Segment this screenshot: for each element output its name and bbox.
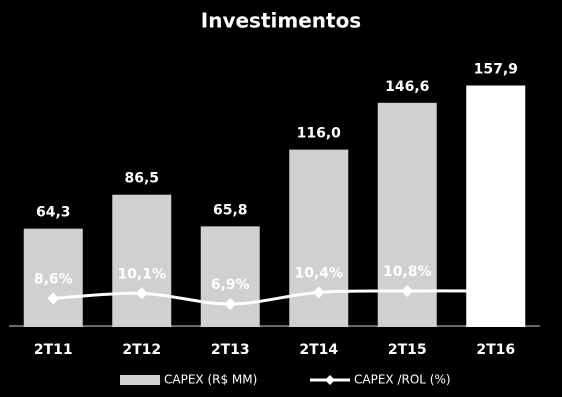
line [53,289,496,306]
x-tick-label: 2T11 [34,342,73,358]
bar-label: 86,5 [124,171,159,187]
line-marker [47,292,60,305]
bar [23,228,83,327]
line-marker [401,285,414,297]
line-label: 10,1% [117,266,166,282]
x-tick-label: 2T15 [388,342,427,358]
x-tick-label: 2T12 [122,342,161,358]
x-tick-label: 2T16 [476,342,515,358]
bar [112,194,172,327]
x-tick-label: 2T13 [211,342,250,358]
bar-label: 65,8 [213,202,248,218]
legend-label: CAPEX (R$ MM) [164,373,257,387]
bar-label: 116,0 [297,126,342,142]
line-marker [312,286,325,299]
legend-marker [325,375,335,385]
line-label: 6,9% [211,277,250,293]
bar-label: 157,9 [474,62,518,78]
line-marker [135,287,148,300]
legend-label: CAPEX /ROL (%) [354,373,451,387]
bar [289,149,349,327]
bar [200,226,260,327]
x-tick-label: 2T14 [299,342,338,358]
line-marker [224,298,237,310]
line-label: 10,8% [383,264,432,280]
chart-title: Investimentos [201,9,361,33]
bar-label: 146,6 [385,79,429,95]
line-label: 8,6% [34,271,73,287]
line-label: 10,4% [294,265,343,281]
bar-label: 64,3 [36,205,71,221]
bar [466,85,526,327]
legend-swatch [120,375,160,385]
line-layer: 8,6% 10,1% 6,9% 10,4% 10,8% [34,264,502,310]
